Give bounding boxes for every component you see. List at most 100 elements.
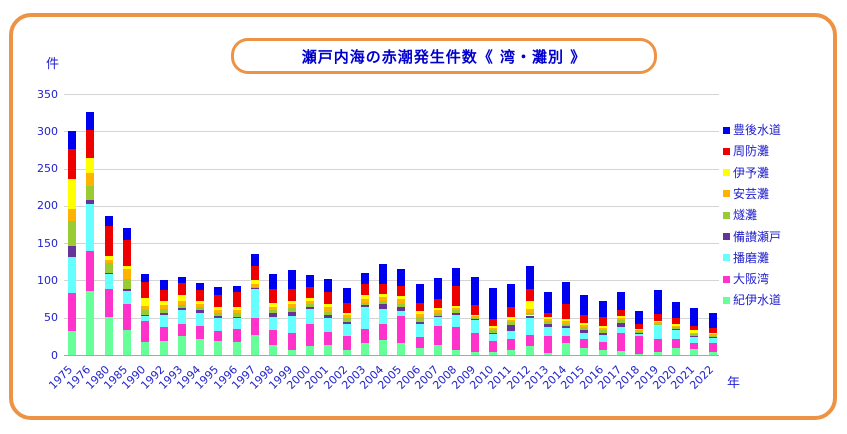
bar-segment-2009-kii-suido <box>470 352 479 355</box>
legend-label-suo-nada: 周防灘 <box>733 144 770 159</box>
bar-segment-2017-suo-nada <box>617 310 625 317</box>
bar-segment-1990-bisan-seto <box>141 314 150 317</box>
bar-segment-1999-harima-nada <box>287 316 296 334</box>
bar-segment-2009-suo-nada <box>470 305 479 315</box>
bar-segment-1976-bisan-seto <box>86 199 95 205</box>
y-tick-label-50: 50 <box>44 311 58 325</box>
bar-segment-1996-kii-suido <box>232 341 241 355</box>
bar-segment-2018-aki-nada <box>635 330 644 332</box>
bar-segment-2014-bungo-suido <box>562 281 571 304</box>
bar-segment-1990-osaka-wan <box>141 321 150 342</box>
legend-swatch-bungo-suido <box>723 126 730 134</box>
bar-segment-2016-hiuchi-nada <box>598 330 607 333</box>
bar-segment-2013-hiuchi-nada <box>543 321 552 324</box>
bar-segment-2000-osaka-wan <box>305 324 314 347</box>
bar-segment-2018-iyo-nada <box>635 328 644 331</box>
bar-segment-1994-osaka-wan <box>196 325 205 340</box>
legend-swatch-kii-suido <box>723 296 730 304</box>
bar-segment-2000-iyo-nada <box>305 297 314 301</box>
bar-segment-1999-hiuchi-nada <box>287 308 296 312</box>
bar-segment-2020-iyo-nada <box>671 323 680 326</box>
bar-segment-2015-harima-nada <box>580 332 589 340</box>
bar-segment-1990-harima-nada <box>141 316 150 322</box>
bar-segment-1976-bungo-suido <box>86 111 95 130</box>
legend-swatch-bisan-seto <box>723 233 730 240</box>
bar-segment-2011-suo-nada <box>507 307 516 317</box>
legend-label-kii-suido: 紀伊水道 <box>733 293 782 308</box>
bar-segment-2004-kii-suido <box>379 340 388 355</box>
bar-segment-2004-osaka-wan <box>379 323 388 341</box>
bar-segment-1999-aki-nada <box>287 304 296 309</box>
bar-segment-2010-aki-nada <box>488 328 497 331</box>
bar-segment-1975-bungo-suido <box>68 131 76 150</box>
bar-segment-1985-suo-nada <box>122 240 131 266</box>
bar-segment-2004-iyo-nada <box>379 293 388 297</box>
bar-segment-1997-harima-nada <box>251 288 259 319</box>
bar-segment-2004-suo-nada <box>379 284 388 294</box>
bar-segment-1976-iyo-nada <box>86 158 95 174</box>
bar-segment-1996-iyo-nada <box>232 307 241 311</box>
bar-segment-2011-osaka-wan <box>507 338 516 350</box>
bar-segment-2003-bisan-seto <box>360 305 369 307</box>
bar-segment-1976-osaka-wan <box>86 250 95 291</box>
bar-segment-2005-harima-nada <box>397 311 406 317</box>
bar-segment-2005-hiuchi-nada <box>397 303 406 308</box>
bar-segment-2010-harima-nada <box>488 334 497 341</box>
bar-segment-2022-bisan-seto <box>708 336 717 338</box>
bar-segment-2019-suo-nada <box>653 314 662 321</box>
legend-label-bungo-suido: 豊後水道 <box>733 123 782 137</box>
bar-segment-2022-iyo-nada <box>708 332 717 335</box>
bar-segment-2009-harima-nada <box>470 319 479 333</box>
bar-segment-2009-bungo-suido <box>470 277 479 306</box>
bar-segment-1994-hiuchi-nada <box>196 306 205 311</box>
bar-segment-1996-bisan-seto <box>232 316 241 319</box>
x-axis-unit-label: 年 <box>727 376 741 391</box>
bar-segment-2006-hiuchi-nada <box>415 316 424 323</box>
bar-segment-2006-harima-nada <box>415 324 424 338</box>
bar-segment-1975-osaka-wan <box>68 293 76 332</box>
bar-segment-1990-bungo-suido <box>141 274 150 282</box>
bar-segment-1996-aki-nada <box>232 310 241 314</box>
bar-segment-2020-suo-nada <box>671 317 680 324</box>
bar-segment-2022-suo-nada <box>708 328 717 333</box>
bar-segment-1994-iyo-nada <box>196 300 205 304</box>
bar-segment-2000-bisan-seto <box>305 306 314 309</box>
bar-segment-1999-bisan-seto <box>287 311 296 317</box>
bar-segment-1994-kii-suido <box>196 339 205 355</box>
bar-segment-2015-hiuchi-nada <box>580 327 589 330</box>
bar-segment-1995-bungo-suido <box>214 287 223 295</box>
bar-segment-2021-osaka-wan <box>690 343 699 350</box>
bar-segment-2012-suo-nada <box>525 288 534 302</box>
bar-segment-1992-bungo-suido <box>159 280 168 291</box>
legend-label-osaka-wan: 大阪湾 <box>733 272 770 287</box>
bar-segment-1980-aki-nada <box>104 260 113 263</box>
bar-segment-1992-iyo-nada <box>159 301 168 306</box>
bar-segment-2021-kii-suido <box>690 349 699 355</box>
y-tick-label-250: 250 <box>37 162 58 176</box>
bar-segment-2004-bisan-seto <box>379 304 388 309</box>
bar-segment-1975-bisan-seto <box>68 246 76 258</box>
bar-segment-2002-aki-nada <box>342 315 351 318</box>
bar-segment-2008-harima-nada <box>452 314 461 328</box>
bar-segment-2001-harima-nada <box>324 317 333 332</box>
bar-segment-2011-aki-nada <box>507 319 516 323</box>
bar-segment-2003-harima-nada <box>360 306 369 329</box>
bar-segment-2014-hiuchi-nada <box>562 323 571 326</box>
bar-segment-2019-bisan-seto <box>653 324 662 326</box>
outer-border-frame <box>9 13 837 420</box>
legend-label-aki-nada: 安芸灘 <box>733 186 770 201</box>
bar-segment-2016-iyo-nada <box>598 325 607 329</box>
bar-segment-2001-aki-nada <box>324 306 333 312</box>
bar-segment-1998-iyo-nada <box>269 302 278 307</box>
gridline-150 <box>64 243 719 245</box>
bar-segment-2015-kii-suido <box>580 347 589 355</box>
bar-segment-2011-harima-nada <box>507 331 516 339</box>
bar-segment-1994-bisan-seto <box>196 310 205 313</box>
bar-segment-2011-bungo-suido <box>507 284 516 308</box>
y-tick-label-300: 300 <box>37 124 58 138</box>
bar-segment-2006-osaka-wan <box>415 337 424 348</box>
bar-segment-2001-osaka-wan <box>324 331 333 346</box>
bar-segment-1975-iyo-nada <box>68 179 76 209</box>
bar-segment-1985-osaka-wan <box>122 304 131 330</box>
gridline-300 <box>64 131 719 133</box>
